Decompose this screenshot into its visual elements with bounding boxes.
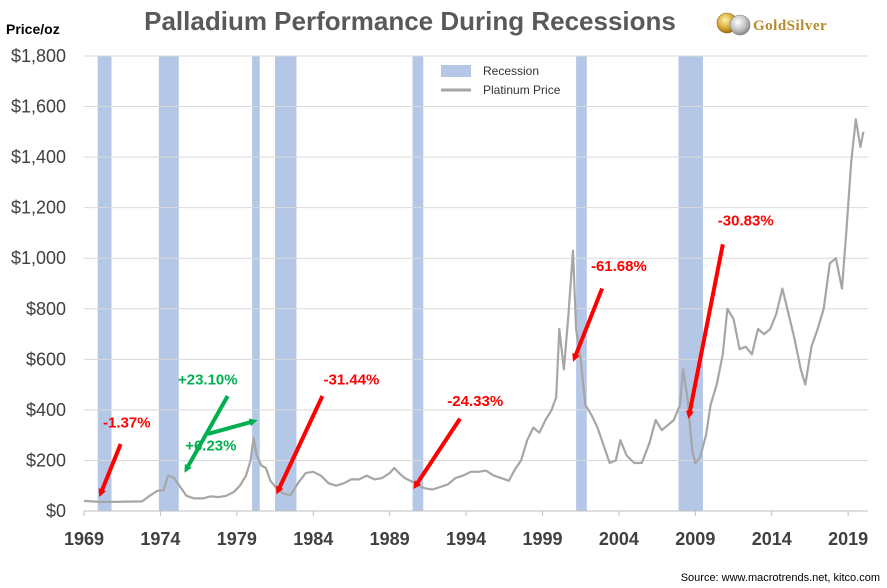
annotation-arrow: [207, 418, 258, 436]
annotation-label: +6.23%: [185, 437, 236, 454]
y-axis-label: Price/oz: [6, 21, 60, 37]
annotation-label: +23.10%: [178, 372, 238, 389]
series-line: [83, 118, 865, 503]
y-gridlines: [84, 55, 868, 461]
y-tick-label: $1,400: [11, 147, 66, 167]
legend-label-price: Platinum Price: [483, 83, 561, 97]
y-tick-labels: $0 $200 $400 $600 $800 $1,000 $1,200 $1,400 $1,6…: [11, 46, 66, 521]
x-tick-label: 1984: [293, 529, 333, 549]
x-tick-labels: 1969 1974 1979 1984 1989 1994 1999 2004 2009 2014…: [64, 511, 868, 549]
x-tick-label: 1979: [217, 529, 257, 549]
annotation-label: -30.83%: [718, 212, 774, 229]
x-tick-label: 1974: [140, 529, 180, 549]
annotation-label: -24.33%: [447, 393, 503, 410]
annotations: -1.37% +23.10% +6.23% -31.44% -24.33% -61.68%…: [98, 212, 774, 498]
annotation: -61.68%: [572, 258, 647, 362]
annotation: -31.44%: [276, 372, 380, 495]
annotation-arrow: [572, 287, 604, 362]
y-tick-label: $1,000: [11, 248, 66, 268]
source-note: Source: www.macrotrends.net, kitco.com: [681, 572, 880, 584]
annotation-arrow: [184, 395, 230, 473]
recession-bands: [97, 56, 703, 511]
annotation-arrow: [98, 443, 123, 498]
logo-text: GoldSilver: [753, 18, 827, 34]
recession-band: [576, 56, 587, 511]
recession-band: [275, 56, 297, 511]
x-tick-label: 2014: [752, 529, 792, 549]
recession-band: [158, 56, 179, 511]
logo: GoldSilver: [716, 12, 827, 36]
y-tick-label: $200: [26, 450, 66, 470]
x-tick-label: 1994: [446, 529, 486, 549]
y-tick-label: $400: [26, 400, 66, 420]
x-tick-label: 1989: [370, 529, 410, 549]
chart-title: Palladium Performance During Recessions: [144, 6, 676, 36]
annotation: -1.37%: [98, 415, 151, 498]
y-tick-label: $800: [26, 299, 66, 319]
annotation: +6.23%: [185, 418, 258, 454]
annotation-arrow: [276, 395, 325, 495]
y-tick-label: $1,600: [11, 97, 66, 117]
x-tick-label: 1999: [522, 529, 562, 549]
recession-band: [97, 56, 112, 511]
annotation-label: -61.68%: [591, 258, 647, 275]
y-tick-label: $1,800: [11, 46, 66, 66]
annotation: -24.33%: [413, 393, 503, 490]
legend-label-recession: Recession: [483, 64, 539, 78]
annotation-label: -31.44%: [324, 372, 380, 389]
x-tick-label: 2004: [599, 529, 639, 549]
recession-band: [412, 56, 424, 511]
annotation-arrow: [413, 417, 462, 490]
x-tick-label: 2019: [828, 529, 868, 549]
silver-coin-icon: [729, 14, 751, 36]
x-tick-label: 1969: [64, 529, 104, 549]
annotation: +23.10%: [178, 372, 238, 473]
recession-band: [252, 56, 260, 511]
y-tick-label: $1,200: [11, 198, 66, 218]
annotation: -30.83%: [686, 212, 774, 419]
y-tick-label: $0: [46, 501, 66, 521]
y-tick-label: $600: [26, 349, 66, 369]
annotation-arrow: [686, 243, 725, 419]
legend-swatch-recession: [441, 65, 471, 77]
x-tick-label: 2009: [675, 529, 715, 549]
price-series: [83, 118, 865, 503]
legend: Recession Platinum Price: [441, 64, 561, 97]
annotation-label: -1.37%: [103, 415, 151, 432]
